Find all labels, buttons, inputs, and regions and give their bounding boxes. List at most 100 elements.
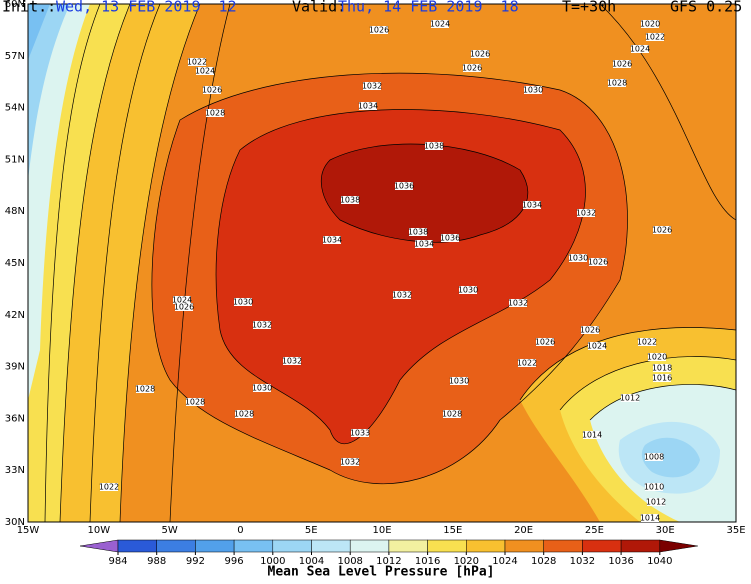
isobar-label: 1028 <box>607 79 627 88</box>
colorbar-tick-label: 1020 <box>454 556 479 567</box>
colorbar-tick-label: 1032 <box>570 556 595 567</box>
lead-time: T=+30h <box>562 0 616 16</box>
isobar-label: 1034 <box>358 102 378 111</box>
isobar-label-bg <box>645 483 663 491</box>
isobar-label: 1020 <box>647 353 667 362</box>
colorbar-segment <box>272 539 312 553</box>
isobar-label-bg <box>646 33 664 41</box>
isobar-label: 1026 <box>612 60 632 69</box>
colorbar-segment <box>117 539 157 553</box>
isobar-label: 1033 <box>350 429 370 438</box>
colorbar-segment <box>349 539 390 553</box>
isobar-label-bg <box>653 364 671 372</box>
colorbar-tick-label: 988 <box>147 556 166 567</box>
isobar-label-bg <box>341 196 359 204</box>
isobar-label: 1028 <box>205 109 225 118</box>
isobar-label-bg <box>443 410 461 418</box>
isobar-label: 1022 <box>517 359 537 368</box>
lat-label: 42N <box>5 310 25 321</box>
lon-label: 10E <box>372 525 391 536</box>
isobar-label-bg <box>648 353 666 361</box>
colorbar-end <box>79 539 119 553</box>
lat-label: 33N <box>5 465 25 476</box>
isobar-label-bg <box>613 60 631 68</box>
isobar-label-bg <box>363 82 381 90</box>
isobar-label-bg <box>253 384 271 392</box>
isobar-label: 1026 <box>470 50 490 59</box>
isobar-label-bg <box>283 357 301 365</box>
isobar-label: 1018 <box>652 364 672 373</box>
isobar-label: 1022 <box>637 338 657 347</box>
isobar-label-bg <box>641 20 659 28</box>
isobar-label: 1014 <box>640 514 660 523</box>
isobar-label: 1016 <box>652 374 672 383</box>
colorbar-segment <box>504 539 544 553</box>
isobar-label: 1028 <box>234 410 254 419</box>
colorbar-tick-label: 1000 <box>260 556 285 567</box>
lat-label: 48N <box>5 206 25 217</box>
isobar-label-bg <box>518 359 536 367</box>
isobar-label: 1038 <box>424 142 444 151</box>
model-name: GFS 0.25 <box>670 0 742 16</box>
isobar-label-bg <box>608 79 626 87</box>
isobar-label: 1032 <box>508 299 528 308</box>
colorbar-segment <box>427 539 467 553</box>
colorbar-segment <box>620 539 661 553</box>
isobar-label: 1022 <box>99 483 119 492</box>
isobar-label: 1032 <box>392 291 412 300</box>
lon-label: 25E <box>585 525 604 536</box>
lat-label: 30N <box>5 517 25 528</box>
isobar-label: 1026 <box>202 86 222 95</box>
isobar-label: 1032 <box>362 82 382 91</box>
isobar-label-bg <box>647 498 665 506</box>
isobar-label: 1014 <box>582 431 602 440</box>
isobar-label: 1026 <box>652 226 672 235</box>
isobar-label: 1022 <box>645 33 665 42</box>
colorbar-end <box>659 539 698 553</box>
isobar-label: 1032 <box>252 321 272 330</box>
isobar-label: 1028 <box>135 385 155 394</box>
isobar-label-bg <box>577 209 595 217</box>
isobar-label: 1028 <box>442 410 462 419</box>
isobar-label-bg <box>186 398 204 406</box>
isobar-label-bg <box>188 58 206 66</box>
isobar-label-bg <box>631 45 649 53</box>
isobar-label-bg <box>409 228 427 236</box>
isobar-label-bg <box>638 338 656 346</box>
lat-label: 57N <box>5 51 25 62</box>
isobar-label: 1032 <box>576 209 596 218</box>
isobar-label-bg <box>234 298 252 306</box>
isobar-label-bg <box>175 303 193 311</box>
isobar-label: 1034 <box>322 236 342 245</box>
colorbar-tick-label: 996 <box>225 556 244 567</box>
isobar-label-bg <box>393 291 411 299</box>
isobar-label: 1008 <box>644 453 664 462</box>
isobar-label-bg <box>370 26 388 34</box>
lon-label: 5W <box>161 525 177 536</box>
isobar-label-bg <box>463 64 481 72</box>
isobar-label-bg <box>323 236 341 244</box>
colorbar-tick-label: 1004 <box>299 556 324 567</box>
lon-label: 5E <box>305 525 318 536</box>
isobar-label: 1024 <box>172 296 192 305</box>
valid-time: Thu, 14 FEB 2019 18 <box>338 0 519 16</box>
isobar-label-bg <box>523 201 541 209</box>
isobar-label-bg <box>471 50 489 58</box>
isobar-label-bg <box>450 377 468 385</box>
isobar-label-bg <box>100 483 118 491</box>
colorbar-tick-label: 1036 <box>608 556 633 567</box>
isobar-label-bg <box>415 240 433 248</box>
lat-label: 60N <box>5 0 25 10</box>
isobar-label-bg <box>359 102 377 110</box>
lon-label: 15W <box>17 525 40 536</box>
lon-label: 15E <box>443 525 462 536</box>
isobar-label-bg <box>431 20 449 28</box>
colorbar-segment <box>582 539 622 553</box>
lat-label: 39N <box>5 362 25 373</box>
isobar-label: 1020 <box>640 20 660 29</box>
isobar-label: 1026 <box>462 64 482 73</box>
lat-label: 51N <box>5 154 25 165</box>
init-time: Wed, 13 FEB 2019 12 <box>56 0 237 16</box>
init-label: Init.: <box>2 0 56 16</box>
